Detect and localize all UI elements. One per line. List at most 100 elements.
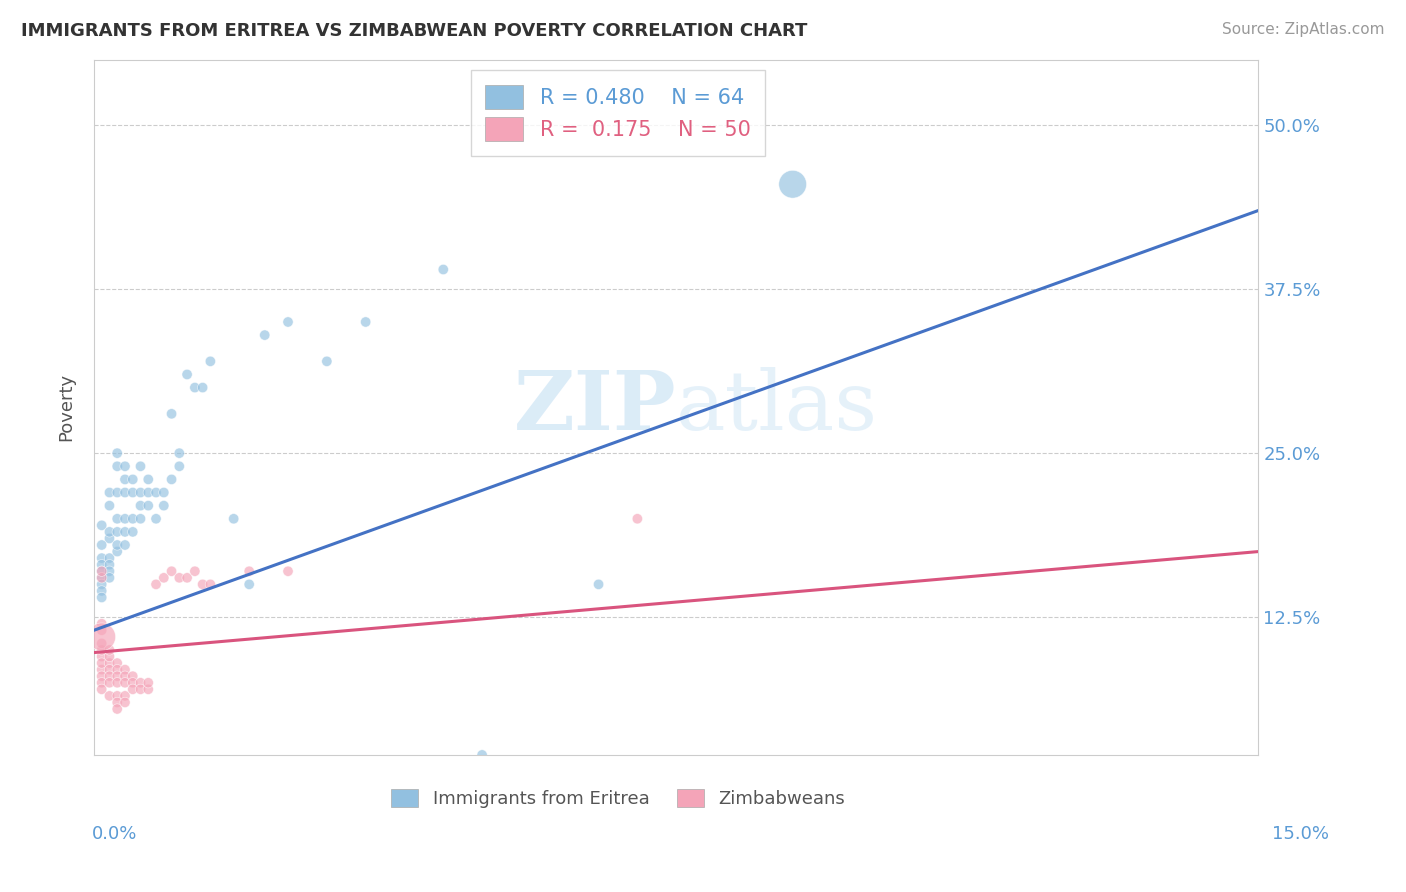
Point <box>90 518 112 533</box>
Point <box>200 354 222 368</box>
Point <box>315 354 337 368</box>
Text: 15.0%: 15.0% <box>1271 825 1329 843</box>
Point <box>105 446 128 460</box>
Point <box>90 663 112 677</box>
Point <box>121 512 143 526</box>
Point <box>114 538 136 552</box>
Point <box>238 577 260 591</box>
Point <box>90 669 112 683</box>
Point <box>114 472 136 486</box>
Point <box>200 577 222 591</box>
Point <box>90 616 112 631</box>
Point <box>160 564 183 578</box>
Point <box>90 577 112 591</box>
Point <box>114 459 136 474</box>
Point <box>277 315 299 329</box>
Point <box>121 682 143 697</box>
Point <box>98 571 121 585</box>
Point <box>105 695 128 709</box>
Point <box>129 512 152 526</box>
Point <box>277 564 299 578</box>
Point <box>121 472 143 486</box>
Point <box>136 485 159 500</box>
Point <box>90 624 112 638</box>
Point <box>90 656 112 670</box>
Point <box>90 682 112 697</box>
Point <box>129 459 152 474</box>
Point <box>169 571 191 585</box>
Point <box>169 446 191 460</box>
Point <box>90 551 112 566</box>
Point <box>90 636 112 650</box>
Point <box>588 577 610 591</box>
Point <box>98 649 121 664</box>
Point <box>129 682 152 697</box>
Point <box>90 571 112 585</box>
Point <box>105 689 128 703</box>
Point <box>114 695 136 709</box>
Point <box>90 630 112 644</box>
Point <box>176 368 198 382</box>
Text: atlas: atlas <box>676 368 879 447</box>
Point <box>98 532 121 546</box>
Point <box>153 499 176 513</box>
Point <box>782 178 804 192</box>
Point <box>191 577 214 591</box>
Point <box>98 524 121 539</box>
Point <box>90 643 112 657</box>
Point <box>98 669 121 683</box>
Point <box>114 512 136 526</box>
Point <box>471 747 494 762</box>
Text: ZIP: ZIP <box>513 368 676 447</box>
Point <box>105 663 128 677</box>
Point <box>191 380 214 394</box>
Text: 0.0%: 0.0% <box>91 825 136 843</box>
Point <box>90 591 112 605</box>
Point <box>98 551 121 566</box>
Point <box>105 538 128 552</box>
Point <box>98 485 121 500</box>
Point <box>432 262 454 277</box>
Text: Source: ZipAtlas.com: Source: ZipAtlas.com <box>1222 22 1385 37</box>
Point <box>105 675 128 690</box>
Point <box>98 564 121 578</box>
Text: IMMIGRANTS FROM ERITREA VS ZIMBABWEAN POVERTY CORRELATION CHART: IMMIGRANTS FROM ERITREA VS ZIMBABWEAN PO… <box>21 22 807 40</box>
Point <box>184 564 207 578</box>
Point <box>145 512 167 526</box>
Point <box>105 544 128 558</box>
Point <box>98 643 121 657</box>
Point <box>184 380 207 394</box>
Point <box>121 485 143 500</box>
Y-axis label: Poverty: Poverty <box>58 373 75 442</box>
Point <box>136 472 159 486</box>
Point <box>136 675 159 690</box>
Point <box>105 656 128 670</box>
Point <box>98 675 121 690</box>
Point <box>121 669 143 683</box>
Point <box>105 524 128 539</box>
Point <box>90 649 112 664</box>
Point <box>114 663 136 677</box>
Point <box>114 485 136 500</box>
Point <box>90 538 112 552</box>
Point <box>114 524 136 539</box>
Point <box>136 682 159 697</box>
Point <box>145 577 167 591</box>
Point <box>90 583 112 598</box>
Point <box>354 315 377 329</box>
Point <box>114 689 136 703</box>
Point <box>129 499 152 513</box>
Point <box>98 656 121 670</box>
Point <box>153 571 176 585</box>
Point <box>253 328 276 343</box>
Point <box>98 663 121 677</box>
Point <box>114 675 136 690</box>
Point <box>105 669 128 683</box>
Point <box>98 499 121 513</box>
Point <box>153 485 176 500</box>
Point <box>114 669 136 683</box>
Point <box>90 564 112 578</box>
Legend: Immigrants from Eritrea, Zimbabweans: Immigrants from Eritrea, Zimbabweans <box>384 781 852 815</box>
Point <box>105 702 128 716</box>
Point <box>90 675 112 690</box>
